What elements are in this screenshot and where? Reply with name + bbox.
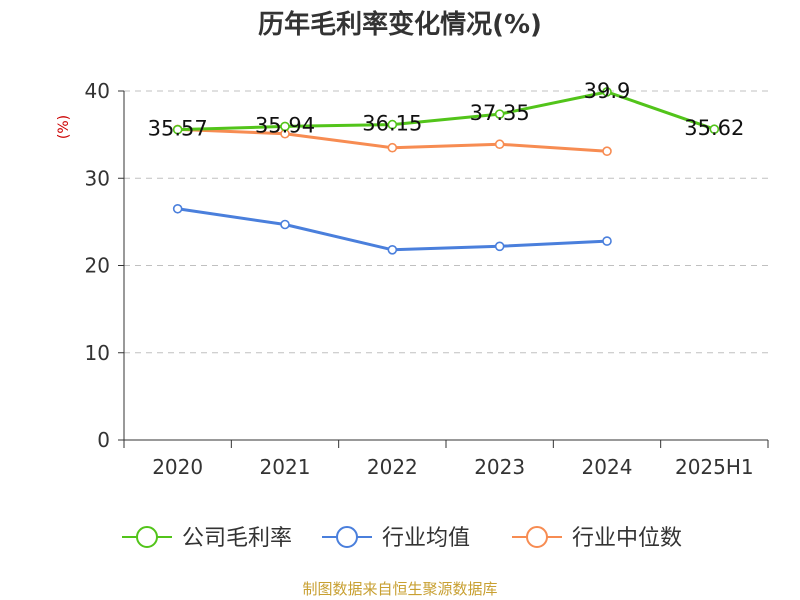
- legend-marker: [136, 526, 158, 548]
- data-point: [709, 124, 720, 135]
- data-point: [602, 146, 612, 157]
- data-label: 35.62: [684, 116, 744, 140]
- x-tick-label: 2023: [474, 455, 525, 479]
- data-point: [494, 139, 505, 150]
- data-point: [602, 87, 612, 97]
- x-tick-label: 2021: [260, 455, 311, 479]
- x-tick-label: 2022: [367, 455, 418, 479]
- legend-label: 公司毛利率: [182, 526, 292, 551]
- series-line: [177, 207, 608, 252]
- data-point: [387, 244, 398, 255]
- axes: 0 10 20 30 40 (%) 2020 2021 2022 2023 2024 2025H1: [56, 79, 769, 479]
- data-point: [172, 203, 183, 214]
- data-label: 35.57: [148, 117, 208, 141]
- data-labels: 35.57 35.94 36.15 37.35 39.9 35.62: [148, 79, 745, 141]
- data-label: 35.94: [255, 113, 315, 137]
- chart-title: 历年毛利率变化情况(%): [258, 10, 542, 40]
- data-point: [387, 142, 398, 153]
- data-label: 36.15: [362, 112, 422, 136]
- data-label: 37.35: [470, 101, 530, 125]
- y-tick-label: 30: [85, 166, 110, 190]
- legend: 公司毛利率 行业均值 行业中位数: [122, 526, 682, 551]
- y-tick-label: 0: [97, 428, 110, 452]
- data-point: [172, 124, 183, 135]
- grid-lines: [124, 90, 768, 354]
- data-label: 39.9: [584, 79, 631, 103]
- x-tick-label: 2025H1: [675, 455, 754, 479]
- y-tick-label: 20: [85, 254, 110, 278]
- legend-marker: [336, 526, 358, 548]
- data-point: [494, 241, 505, 252]
- x-tick-label: 2020: [152, 455, 203, 479]
- series-lines: [172, 87, 720, 255]
- legend-label: 行业均值: [382, 526, 470, 551]
- legend-label: 行业中位数: [572, 526, 682, 551]
- source-note: 制图数据来自恒生聚源数据库: [302, 580, 498, 598]
- legend-marker: [526, 526, 548, 548]
- y-tick-label: 40: [85, 79, 110, 103]
- data-point: [494, 109, 505, 119]
- data-point: [280, 219, 290, 230]
- y-tick-label: 10: [85, 341, 110, 365]
- data-point: [387, 119, 398, 130]
- series-line: [177, 90, 715, 132]
- data-point: [280, 121, 290, 132]
- y-axis-label: (%): [56, 115, 72, 139]
- data-point: [602, 236, 612, 246]
- x-tick-label: 2024: [582, 455, 633, 479]
